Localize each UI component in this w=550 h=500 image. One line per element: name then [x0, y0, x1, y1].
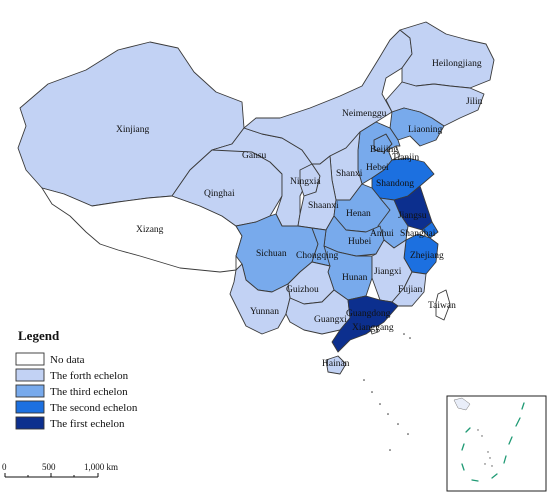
- label-jilin: Jilin: [466, 97, 483, 107]
- legend-swatch-fourth: [15, 368, 45, 382]
- label-jiangxi: Jiangxi: [374, 267, 402, 277]
- label-shanxi: Shanxi: [336, 169, 363, 179]
- legend-title: Legend: [18, 328, 60, 343]
- label-xianggang: Xianggang: [352, 323, 394, 333]
- legend: Legend No data The forth echelon The thi…: [15, 328, 138, 430]
- label-heilongjiang: Heilongjiang: [432, 59, 482, 69]
- region-shanghai: [421, 221, 439, 239]
- legend-label: The second echelon: [50, 402, 138, 414]
- label-ningxia: Ningxia: [290, 177, 321, 187]
- label-guangdong: Guangdong: [346, 309, 391, 319]
- label-fujian: Fujian: [398, 285, 423, 295]
- label-liaoning: Liaoning: [408, 125, 443, 135]
- inset-frame: [446, 395, 547, 492]
- legend-label: The first echelon: [50, 418, 125, 430]
- coastal-islands: [363, 333, 411, 451]
- region-hainan: [325, 355, 347, 375]
- legend-item: The forth echelon: [15, 368, 129, 382]
- legend-swatch-third: [15, 384, 45, 398]
- region-xianggang: [369, 325, 379, 335]
- label-xizang: Xizang: [136, 225, 164, 235]
- region-taiwan: [435, 289, 451, 321]
- label-chongqing: Chongqing: [296, 251, 338, 261]
- label-shanghai: Shanghai: [400, 229, 436, 239]
- label-taiwan: Taiwan: [428, 301, 456, 311]
- south-china-sea-inset: [446, 395, 547, 492]
- label-hunan: Hunan: [342, 273, 368, 283]
- label-jiangsu: Jiangsu: [398, 211, 427, 221]
- label-yunnan: Yunnan: [250, 307, 279, 317]
- legend-swatch-no-data: [15, 352, 45, 366]
- inset-islands: [477, 429, 493, 467]
- label-xinjiang: Xinjiang: [116, 125, 149, 135]
- legend-label: The third echelon: [50, 386, 128, 398]
- provinces-layer: [17, 21, 495, 375]
- labels-layer: Xinjiang Xizang Qinghai Gansu Neimenggu …: [116, 59, 483, 369]
- label-guizhou: Guizhou: [286, 285, 319, 295]
- scale-label-500: 500: [42, 462, 56, 472]
- region-guangdong: [331, 295, 399, 353]
- label-hubei: Hubei: [348, 237, 372, 247]
- label-beijing: Beijing: [370, 145, 398, 155]
- legend-item: The third echelon: [15, 384, 128, 398]
- legend-label: No data: [50, 354, 85, 366]
- legend-label: The forth echelon: [50, 370, 129, 382]
- legend-item: The first echelon: [15, 416, 125, 430]
- label-zhejiang: Zhejiang: [410, 251, 444, 261]
- scale-label-0: 0: [2, 462, 7, 472]
- legend-swatch-first: [15, 416, 45, 430]
- inset-coastline: [453, 397, 471, 411]
- scale-bar: 0 500 1,000 km: [2, 462, 118, 478]
- label-gansu: Gansu: [242, 151, 267, 161]
- legend-item: No data: [15, 352, 85, 366]
- nine-dash-line: [461, 402, 525, 482]
- label-qinghai: Qinghai: [204, 189, 235, 199]
- label-sichuan: Sichuan: [256, 249, 287, 259]
- label-tianjin: Tianjin: [392, 153, 419, 163]
- label-neimenggu: Neimenggu: [342, 109, 387, 119]
- label-hebei: Hebei: [366, 163, 389, 173]
- label-anhui: Anhui: [370, 229, 394, 239]
- scale-label-1000: 1,000 km: [84, 462, 118, 472]
- legend-swatch-second: [15, 400, 45, 414]
- region-heilongjiang: [399, 21, 495, 89]
- legend-item: The second echelon: [15, 400, 138, 414]
- label-henan: Henan: [346, 209, 371, 219]
- label-shaanxi: Shaanxi: [308, 201, 339, 211]
- label-shandong: Shandong: [376, 179, 414, 189]
- label-hainan: Hainan: [322, 359, 350, 369]
- label-guangxi: Guangxi: [314, 315, 347, 325]
